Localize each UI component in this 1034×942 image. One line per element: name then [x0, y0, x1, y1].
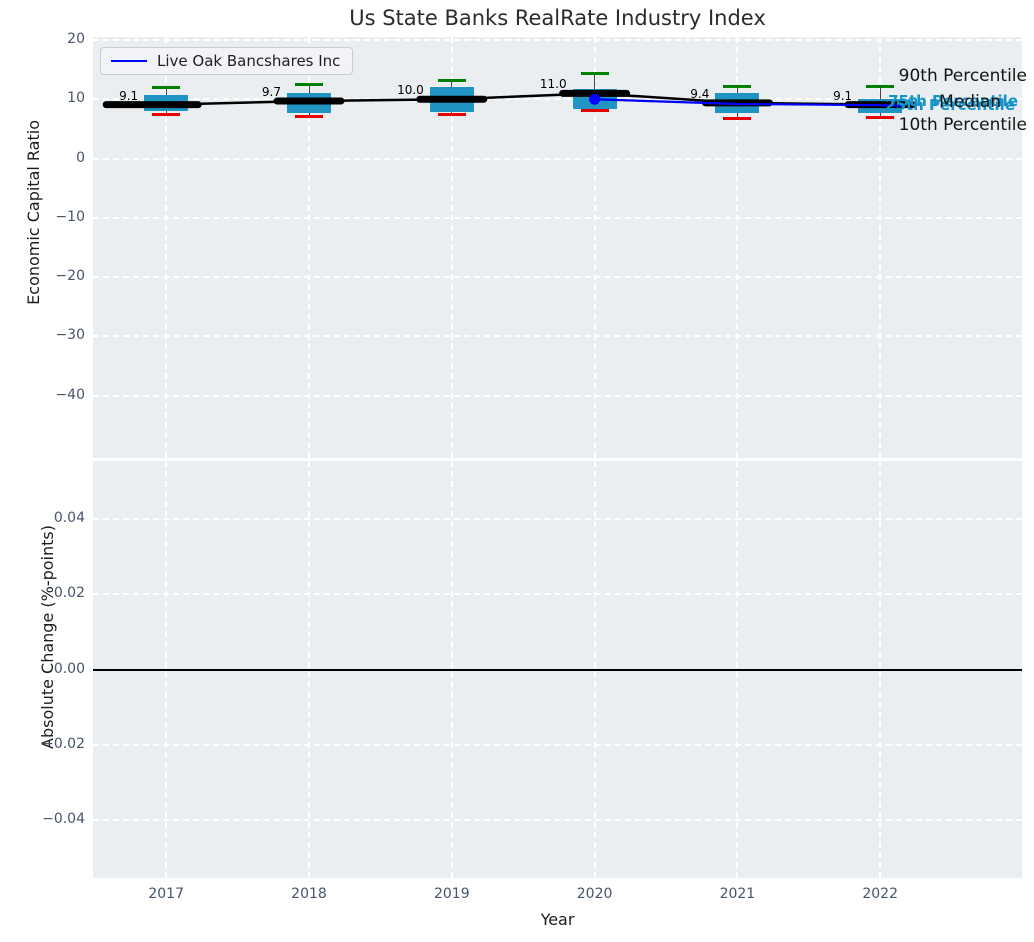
y-tick-label: −0.02	[42, 735, 85, 752]
axes-absolute-change	[93, 461, 1022, 878]
median-value-label: 10.0	[397, 83, 424, 98]
gridline-v	[736, 37, 739, 458]
x-tick-label: 2021	[719, 886, 756, 902]
p10-cap	[295, 114, 323, 118]
p10-cap	[152, 113, 181, 117]
axes-economic-capital-ratio	[93, 37, 1022, 458]
y-tick-label: −0.04	[42, 810, 85, 827]
chart-title: Us State Banks RealRate Industry Index	[349, 6, 766, 30]
median-value-label: 9.7	[261, 85, 281, 100]
y-axis-label-bottom: Absolute Change (%-points)	[38, 525, 57, 749]
annotation-90th-percentile: 90th Percentile	[898, 66, 1027, 86]
gridline-h	[93, 818, 1022, 821]
x-tick-label: 2022	[862, 886, 898, 902]
gridline-h	[93, 216, 1022, 219]
box-iqr	[429, 87, 474, 113]
p90-cap	[723, 85, 752, 89]
median-value-label: 9.4	[690, 86, 710, 101]
p10-cap	[580, 109, 609, 113]
box-iqr	[572, 88, 617, 109]
p90-cap	[152, 85, 181, 89]
x-tick-label: 2018	[291, 886, 327, 902]
y-tick-label: 0.02	[53, 585, 85, 602]
annotation-25th-percentile: 25th Percentile	[885, 96, 1015, 114]
y-tick-label: −30	[55, 327, 85, 344]
gridline-v	[879, 37, 882, 458]
legend-label: Live Oak Bancshares Inc	[157, 52, 341, 70]
gridline-v	[308, 37, 310, 458]
y-tick-label: 20	[67, 30, 85, 47]
p10-cap	[723, 117, 752, 121]
gridline-h	[93, 394, 1022, 397]
p90-cap	[295, 82, 323, 86]
y-tick-label: 10	[67, 90, 85, 107]
y-tick-label: 0.00	[53, 660, 85, 677]
gridline-h	[93, 593, 1022, 596]
zero-line	[93, 668, 1022, 671]
gridline-h	[93, 743, 1022, 746]
gridline-v	[165, 37, 168, 458]
median-value-label: 11.0	[539, 77, 567, 92]
y-tick-label: 0	[76, 149, 85, 166]
median-value-label: 9.1	[833, 88, 853, 103]
box-iqr	[715, 93, 760, 114]
y-tick-label: −20	[55, 268, 85, 285]
box-iqr	[144, 94, 189, 111]
p90-cap	[866, 85, 895, 89]
p90-cap	[437, 78, 466, 82]
median-value-label: 9.1	[119, 88, 139, 103]
y-tick-label: −10	[55, 208, 85, 225]
gridline-h	[93, 518, 1022, 521]
gridline-h	[93, 276, 1022, 279]
y-tick-label: 0.04	[53, 510, 85, 527]
p10-cap	[437, 113, 466, 117]
box-iqr	[287, 92, 331, 114]
gridline-v	[593, 37, 596, 458]
x-tick-label: 2019	[433, 886, 470, 902]
annotation-median: Median	[939, 92, 1001, 112]
annotation-10th-percentile: 10th Percentile	[898, 115, 1027, 135]
gridline-h	[93, 335, 1022, 338]
x-tick-label: 2020	[576, 886, 613, 902]
gridline-h	[93, 38, 1022, 41]
legend: Live Oak Bancshares Inc	[100, 47, 354, 75]
gridline-h	[93, 157, 1022, 160]
p90-cap	[580, 72, 609, 76]
legend-line-swatch	[111, 60, 147, 62]
x-tick-label: 2017	[148, 886, 184, 902]
gridline-v	[450, 37, 453, 458]
p10-cap	[866, 116, 895, 120]
y-tick-label: −40	[55, 386, 85, 403]
annotation-75th-percentile: 75th Percentile	[888, 92, 1018, 110]
x-axis-label: Year	[540, 910, 575, 929]
